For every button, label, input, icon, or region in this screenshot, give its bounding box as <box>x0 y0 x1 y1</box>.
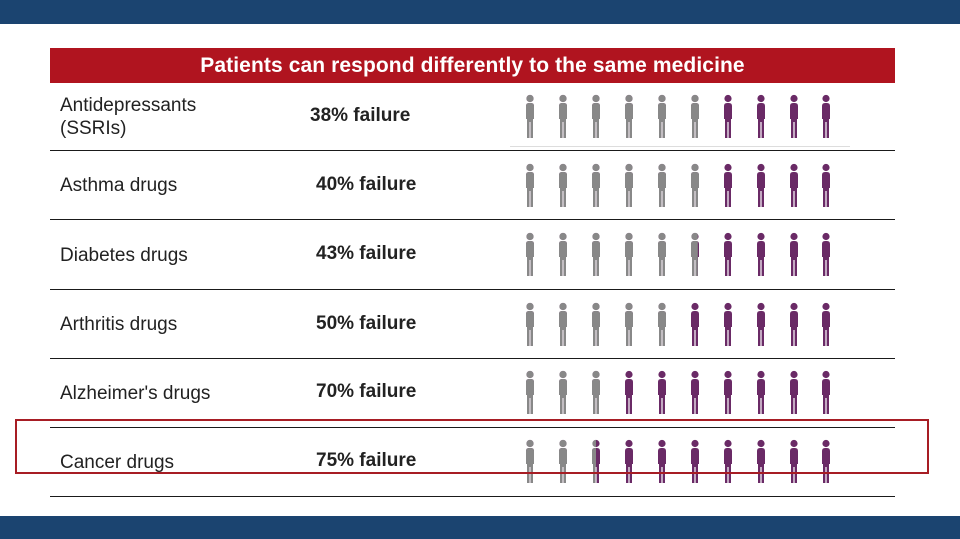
person-icon <box>592 163 600 207</box>
person-icon <box>658 163 666 207</box>
person-icon <box>625 302 633 346</box>
person-icon <box>592 94 600 138</box>
person-icon <box>526 163 534 207</box>
person-icon <box>625 370 633 414</box>
drug-label: Diabetes drugs <box>60 244 188 266</box>
person-icon-array <box>526 370 830 414</box>
person-icon <box>592 232 600 276</box>
person-icon <box>757 439 765 483</box>
person-icon <box>757 302 765 346</box>
person-icon <box>691 232 699 276</box>
person-icon <box>625 439 633 483</box>
person-icon <box>790 163 798 207</box>
person-icon <box>822 302 830 346</box>
person-icon-array <box>526 439 830 483</box>
person-icon <box>757 232 765 276</box>
person-icon <box>559 370 567 414</box>
failure-rate-label: 70% failure <box>316 381 417 402</box>
person-icon <box>724 94 732 138</box>
person-icon <box>559 302 567 346</box>
divider <box>510 146 850 147</box>
chart-title: Patients can respond differently to the … <box>50 48 895 83</box>
person-icon <box>724 302 732 346</box>
person-icon <box>757 163 765 207</box>
person-icon-array <box>526 302 830 346</box>
person-icon <box>822 370 830 414</box>
person-icon <box>822 439 830 483</box>
person-icon <box>526 302 534 346</box>
person-icon <box>724 439 732 483</box>
person-icon <box>691 163 699 207</box>
person-icon-array <box>526 94 830 138</box>
person-icon <box>658 94 666 138</box>
person-icon <box>724 370 732 414</box>
person-icon <box>790 94 798 138</box>
person-icon <box>790 370 798 414</box>
person-icon <box>790 302 798 346</box>
failure-rate-label: 38% failure <box>310 105 411 126</box>
person-icon <box>625 232 633 276</box>
person-icon <box>658 370 666 414</box>
failure-rate-label: 50% failure <box>316 312 417 334</box>
person-icon <box>592 370 600 414</box>
person-icon <box>658 302 666 346</box>
drug-label: Antidepressants (SSRIs) <box>60 95 197 139</box>
table-row: Alzheimer's drugs 70% failure <box>50 359 895 428</box>
person-icon <box>790 232 798 276</box>
person-icon-array <box>526 163 830 207</box>
drug-label: Cancer drugs <box>60 451 175 473</box>
person-icon <box>691 94 699 138</box>
table-row: Arthritis drugs 50% failure <box>50 291 895 359</box>
person-icon <box>822 232 830 276</box>
highlight-box-cancer <box>15 419 929 474</box>
person-icon <box>691 439 699 483</box>
person-icon <box>691 302 699 346</box>
person-icon <box>691 370 699 414</box>
person-icon <box>658 439 666 483</box>
person-icon <box>625 163 633 207</box>
person-icon <box>625 94 633 138</box>
drug-label: Arthritis drugs <box>60 314 178 335</box>
person-icon <box>757 94 765 138</box>
table-row: Antidepressants (SSRIs) 38% failure <box>50 84 895 151</box>
person-icon-array <box>526 232 830 276</box>
person-icon <box>526 232 534 276</box>
person-icon <box>822 163 830 207</box>
person-icon <box>724 163 732 207</box>
drug-label: Alzheimer's drugs <box>60 382 211 404</box>
person-icon <box>526 94 534 138</box>
person-icon <box>526 370 534 414</box>
person-icon <box>757 370 765 414</box>
person-icon <box>559 439 567 483</box>
person-icon <box>592 302 600 346</box>
person-icon <box>592 439 600 483</box>
failure-rate-label: 43% failure <box>316 243 417 264</box>
failure-rate-label: 40% failure <box>316 173 417 195</box>
person-icon <box>822 94 830 138</box>
person-icon <box>658 232 666 276</box>
drug-label: Asthma drugs <box>60 175 178 196</box>
person-icon <box>526 439 534 483</box>
top-frame-bar <box>0 0 960 24</box>
person-icon <box>790 439 798 483</box>
table-row: Asthma drugs 40% failure <box>50 152 895 220</box>
table-row: Diabetes drugs 43% failure <box>50 221 895 290</box>
person-icon <box>559 94 567 138</box>
person-icon <box>559 232 567 276</box>
bottom-frame-bar <box>0 516 960 539</box>
table-row: Cancer drugs 75% failure <box>50 428 895 497</box>
failure-rate-label: 75% failure <box>316 450 417 471</box>
person-icon <box>724 232 732 276</box>
person-icon <box>559 163 567 207</box>
